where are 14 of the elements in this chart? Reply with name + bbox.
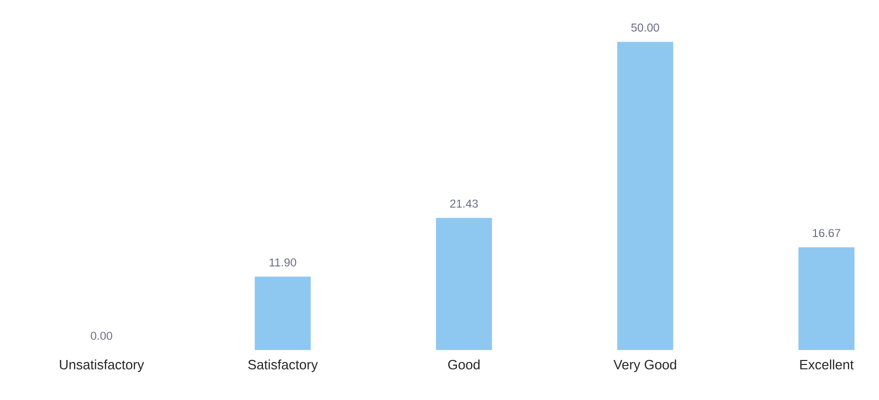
data-label: 50.00 <box>631 24 660 32</box>
bar <box>798 247 854 350</box>
data-label: 21.43 <box>450 200 478 208</box>
bar <box>254 276 311 350</box>
x-tick-label: Excellent <box>800 360 854 370</box>
bar <box>436 218 492 350</box>
x-tick-label: Good <box>448 360 480 370</box>
data-label: 0.00 <box>90 332 112 340</box>
x-tick-label: Unsatisfactory <box>60 360 144 372</box>
x-tick-label: Satisfactory <box>248 360 318 372</box>
data-label: 16.67 <box>812 228 840 238</box>
bar <box>617 42 674 350</box>
data-label: 11.90 <box>270 258 296 266</box>
x-tick-label: Very Good <box>614 360 676 372</box>
